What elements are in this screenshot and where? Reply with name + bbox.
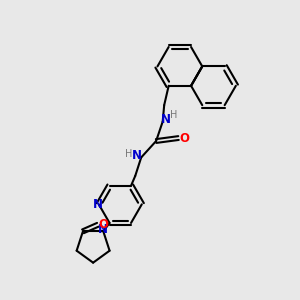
Text: H: H (170, 110, 178, 120)
Text: N: N (132, 149, 142, 163)
Text: N: N (161, 113, 171, 126)
Text: H: H (125, 149, 132, 160)
Text: O: O (179, 131, 189, 145)
Text: N: N (93, 198, 103, 211)
Text: O: O (98, 218, 108, 231)
Text: N: N (98, 223, 108, 236)
